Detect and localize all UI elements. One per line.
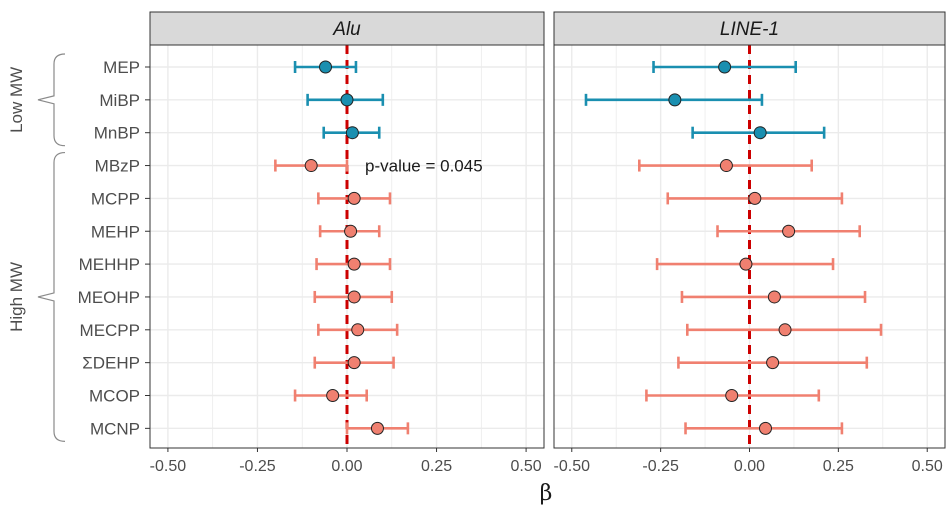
category-label: MEOHP: [78, 288, 140, 307]
estimate-point-1-0: [718, 60, 732, 74]
estimate-point-1-6: [739, 257, 753, 271]
category-label: MnBP: [94, 124, 140, 143]
p-value-annotation: p-value = 0.045: [365, 157, 483, 176]
estimate-point-0-7: [347, 290, 361, 304]
x-axis-title: β: [540, 481, 553, 505]
x-tick-label: 0.50: [511, 458, 542, 475]
estimate-point-1-4: [748, 191, 762, 205]
panel-title-1: LINE-1: [720, 19, 779, 40]
estimate-point-0-3: [304, 159, 318, 173]
x-tick-label: -0.50: [554, 458, 591, 475]
estimate-point-0-0: [319, 60, 333, 74]
x-tick-label: -0.50: [150, 458, 187, 475]
x-tick-label: 0.50: [912, 458, 943, 475]
estimate-point-1-3: [719, 159, 733, 173]
estimate-point-1-9: [766, 356, 780, 370]
x-tick-label: 0.25: [823, 458, 854, 475]
estimate-point-0-1: [340, 93, 354, 107]
strip-0: [149, 11, 545, 46]
estimate-point-0-6: [347, 257, 361, 271]
category-label: MCPP: [91, 189, 140, 208]
x-tick-label: 0.00: [331, 458, 362, 475]
estimate-point-1-10: [725, 389, 739, 402]
x-tick-label: -0.25: [642, 458, 679, 475]
strip-1: [553, 11, 946, 46]
category-label: MEP: [103, 58, 140, 77]
group-bracket-1: [37, 151, 66, 442]
group-bracket-0: [37, 53, 66, 147]
category-label: MBzP: [95, 157, 140, 176]
category-label: MCOP: [89, 387, 140, 406]
estimate-point-0-8: [351, 323, 365, 337]
estimate-point-1-5: [782, 224, 796, 238]
category-label: MECPP: [80, 321, 140, 340]
estimate-point-1-8: [778, 323, 792, 337]
estimate-point-0-10: [326, 389, 340, 402]
group-label-1: High MW: [7, 262, 26, 332]
x-tick-label: -0.25: [239, 458, 276, 475]
x-tick-label: 0.25: [421, 458, 452, 475]
category-label: ΣDEHP: [82, 354, 140, 373]
category-label: MEHHP: [79, 255, 140, 274]
panel-title-0: Alu: [332, 19, 361, 40]
group-label-0: Low MW: [7, 67, 26, 133]
estimate-point-1-7: [767, 290, 781, 304]
x-tick-label: 0.00: [734, 458, 765, 475]
estimate-point-0-11: [370, 421, 384, 435]
estimate-point-0-9: [347, 356, 361, 370]
estimate-point-0-4: [347, 191, 361, 205]
category-label: MEHP: [91, 222, 140, 241]
estimate-point-1-1: [668, 93, 682, 107]
estimate-point-0-5: [344, 224, 358, 238]
estimate-point-0-2: [345, 126, 359, 140]
estimate-point-1-11: [758, 421, 772, 435]
category-label: MCNP: [90, 419, 140, 438]
estimate-point-1-2: [753, 126, 767, 140]
category-label: MiBP: [99, 91, 140, 110]
